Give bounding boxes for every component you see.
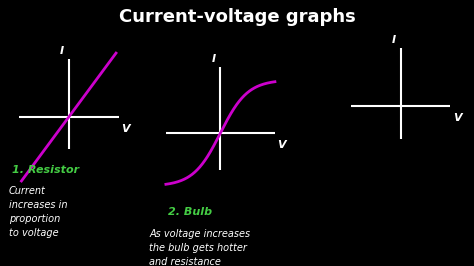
Text: I: I <box>60 46 64 56</box>
Text: I: I <box>212 54 216 64</box>
Text: Current
increases in
proportion
to voltage: Current increases in proportion to volta… <box>9 186 67 238</box>
Text: As voltage increases
the bulb gets hotter
and resistance
increases: As voltage increases the bulb gets hotte… <box>149 229 250 266</box>
Text: V: V <box>121 124 129 134</box>
Text: 2. Bulb: 2. Bulb <box>168 207 212 218</box>
Text: 1. Resistor: 1. Resistor <box>12 165 79 175</box>
Text: I: I <box>392 35 396 45</box>
Text: V: V <box>277 140 286 150</box>
Text: V: V <box>453 113 461 123</box>
Text: Current-voltage graphs: Current-voltage graphs <box>118 8 356 26</box>
